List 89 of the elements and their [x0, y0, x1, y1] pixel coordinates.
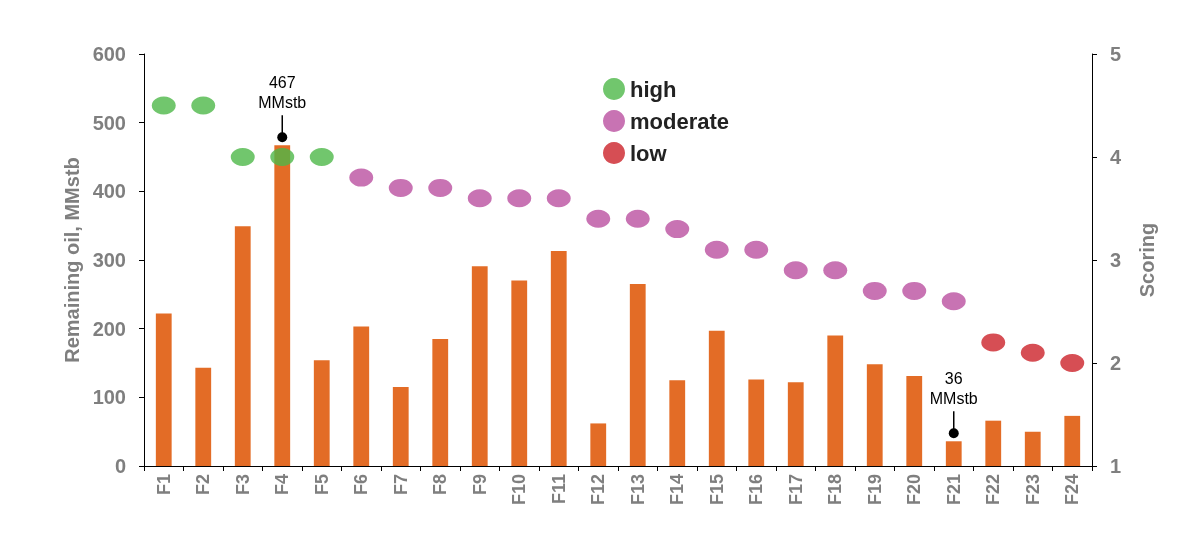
bar [827, 335, 844, 466]
point [349, 168, 374, 187]
point [744, 240, 769, 259]
bar [590, 423, 607, 466]
x-tick-label: F7 [390, 474, 411, 496]
x-tick-label: F10 [509, 474, 530, 506]
point [1020, 343, 1045, 362]
x-tick-label: F18 [825, 474, 846, 506]
point [1060, 354, 1085, 372]
y2-tick-label: 1 [1110, 455, 1122, 477]
x-tick-label: F1 [153, 474, 174, 496]
x-tick-label: F8 [430, 474, 451, 496]
point [941, 292, 966, 311]
bar [748, 379, 765, 466]
x-tick-label: F19 [864, 474, 885, 506]
y-tick-label: 600 [92, 43, 126, 65]
bar [708, 330, 725, 466]
point [309, 148, 334, 166]
x-tick-label: F13 [627, 474, 648, 506]
point [586, 209, 611, 228]
legend-label: moderate [630, 108, 730, 134]
y-tick-label: 100 [92, 386, 126, 409]
bar [866, 364, 883, 466]
y-tick-label: 200 [92, 317, 126, 340]
x-tick-label: F16 [746, 474, 767, 506]
point [704, 240, 729, 259]
point [783, 261, 808, 280]
point [467, 189, 492, 208]
bar [234, 226, 251, 466]
bar [669, 380, 686, 466]
annotation: 467 MMstb [258, 74, 307, 112]
y2-axis-title: Scoring [1136, 222, 1158, 298]
point [388, 178, 413, 197]
x-tick-label: F5 [311, 474, 332, 496]
x-tick-label: F2 [193, 474, 214, 496]
y-tick-label: 300 [92, 249, 126, 271]
point [862, 281, 887, 300]
bar [392, 387, 409, 466]
y-tick-label: 0 [114, 455, 126, 477]
x-tick-label: F17 [785, 474, 806, 506]
bar [906, 376, 923, 466]
bar [787, 382, 804, 466]
point [665, 220, 690, 239]
point [625, 209, 650, 228]
x-tick-label: F14 [667, 474, 688, 506]
point [507, 189, 532, 208]
x-tick-label: F15 [706, 474, 727, 506]
bar [155, 313, 172, 466]
point [191, 96, 216, 115]
y2-tick-label: 5 [1110, 43, 1122, 65]
point [546, 189, 571, 208]
bar [432, 338, 449, 466]
x-tick-label: F6 [351, 474, 372, 496]
x-tick-label: F3 [232, 474, 253, 496]
x-tick-label: F21 [943, 474, 964, 506]
bar [195, 367, 212, 466]
x-tick-label: F24 [1062, 474, 1083, 506]
bar [1024, 431, 1041, 466]
point [230, 148, 255, 166]
x-tick-label: F22 [983, 474, 1004, 506]
bar [313, 360, 330, 466]
y2-tick-label: 4 [1110, 146, 1122, 168]
x-tick-label: F23 [1022, 474, 1043, 506]
y-tick-label: 400 [92, 180, 126, 203]
x-tick-label: F20 [904, 474, 925, 506]
bar [511, 280, 528, 466]
point [270, 148, 295, 166]
bar [1064, 415, 1081, 466]
legend-label: high [630, 76, 677, 102]
bar [550, 251, 567, 466]
y-tick-label: 500 [92, 111, 126, 134]
y2-tick-label: 3 [1110, 249, 1122, 271]
legend-label: low [630, 140, 668, 166]
bar [471, 266, 488, 466]
point [151, 96, 176, 115]
y2-tick-label: 2 [1110, 352, 1122, 374]
x-tick-label: F11 [548, 474, 569, 505]
x-tick-label: F9 [469, 474, 490, 496]
point [428, 178, 453, 197]
bar [353, 326, 370, 466]
point [981, 333, 1006, 352]
point [902, 281, 927, 300]
annotation: 36 MMstb [929, 370, 978, 408]
x-tick-label: F12 [588, 474, 609, 506]
y-axis-title: Remaining oil, MMstb [60, 157, 83, 363]
bar [985, 420, 1002, 466]
x-tick-label: F4 [272, 474, 293, 496]
bar [629, 284, 646, 466]
point [823, 261, 848, 280]
